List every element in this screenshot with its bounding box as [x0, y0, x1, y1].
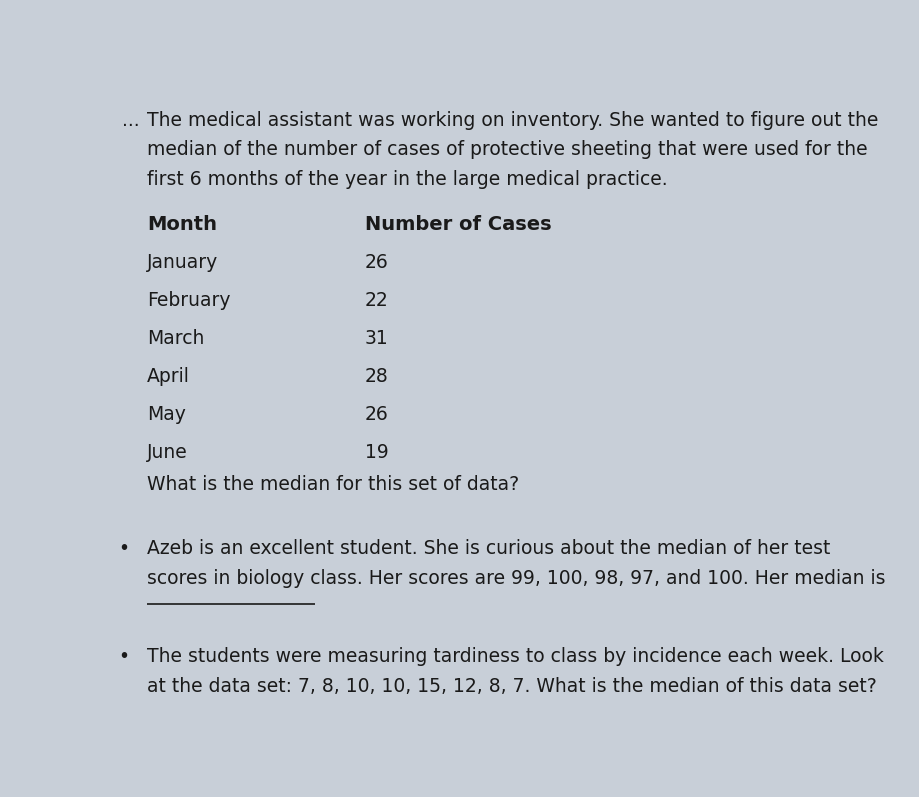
Text: scores in biology class. Her scores are 99, 100, 98, 97, and 100. Her median is: scores in biology class. Her scores are …: [147, 569, 885, 588]
Text: Azeb is an excellent student. She is curious about the median of her test: Azeb is an excellent student. She is cur…: [147, 540, 830, 559]
Text: 19: 19: [364, 443, 388, 462]
Text: The students were measuring tardiness to class by incidence each week. Look: The students were measuring tardiness to…: [147, 647, 883, 666]
Text: April: April: [147, 367, 189, 386]
Text: at the data set: 7, 8, 10, 10, 15, 12, 8, 7. What is the median of this data set: at the data set: 7, 8, 10, 10, 15, 12, 8…: [147, 677, 876, 696]
Text: 31: 31: [364, 329, 388, 347]
Text: 26: 26: [364, 405, 388, 424]
Text: May: May: [147, 405, 186, 424]
Text: 28: 28: [364, 367, 388, 386]
Text: The medical assistant was working on inventory. She wanted to figure out the: The medical assistant was working on inv…: [147, 111, 878, 130]
Text: June: June: [147, 443, 187, 462]
Text: March: March: [147, 329, 204, 347]
Text: February: February: [147, 291, 231, 310]
Text: •: •: [119, 540, 130, 559]
Text: 26: 26: [364, 253, 388, 272]
Text: Number of Cases: Number of Cases: [364, 214, 550, 234]
Text: 22: 22: [364, 291, 388, 310]
Text: median of the number of cases of protective sheeting that were used for the: median of the number of cases of protect…: [147, 140, 867, 159]
Text: ...: ...: [122, 111, 140, 130]
Text: What is the median for this set of data?: What is the median for this set of data?: [147, 475, 518, 494]
Text: first 6 months of the year in the large medical practice.: first 6 months of the year in the large …: [147, 170, 667, 189]
Text: •: •: [119, 647, 130, 666]
Text: January: January: [147, 253, 218, 272]
Text: Month: Month: [147, 214, 217, 234]
